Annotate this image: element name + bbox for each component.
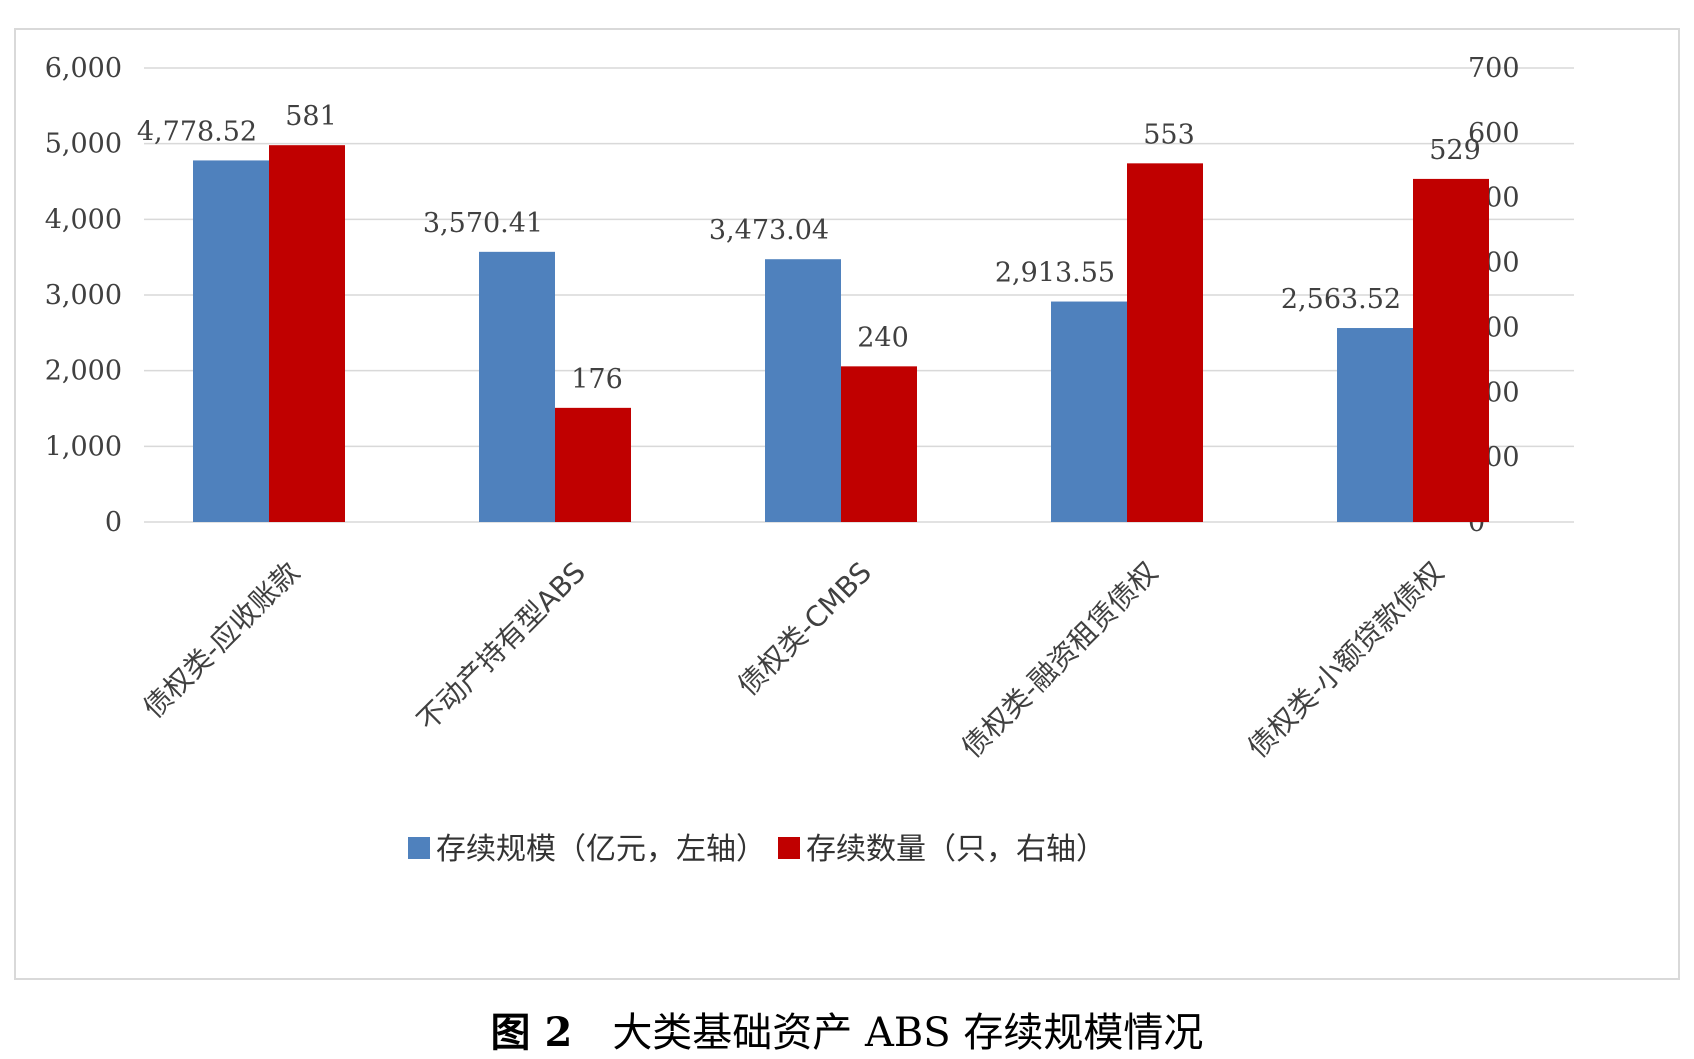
- y-left-tick-label: 4,000: [45, 204, 122, 235]
- category-label: 债权类-融资租赁债权: [955, 556, 1164, 765]
- y-left-tick-label: 1,000: [45, 431, 122, 462]
- y-left-tick-label: 3,000: [45, 280, 122, 311]
- y-left-tick-label: 0: [105, 507, 122, 538]
- bars: [193, 145, 1489, 523]
- legend: 存续规模（亿元，左轴） 存续数量（只，右轴）: [408, 832, 1106, 867]
- data-labels: 4,778.52 581 3,570.41 176 3,473.04 240 2,913.5…: [137, 101, 1481, 395]
- bar-scale: [193, 160, 269, 522]
- bar-scale: [479, 251, 555, 522]
- y-left-tick-label: 5,000: [45, 129, 122, 160]
- bar-count: [1413, 178, 1489, 523]
- legend-swatch-count: [778, 837, 800, 859]
- bar-count: [1127, 163, 1203, 522]
- data-label-scale: 4,778.52: [137, 116, 257, 147]
- y-left-tick-label: 2,000: [45, 356, 122, 387]
- bar-scale: [1337, 328, 1413, 522]
- legend-swatch-scale: [408, 837, 430, 859]
- bar-count: [841, 366, 917, 522]
- y-right-tick-label: 600: [1468, 118, 1520, 149]
- data-label-count: 240: [857, 322, 909, 353]
- bar-scale: [765, 259, 841, 522]
- data-label-scale: 3,570.41: [423, 208, 543, 239]
- x-axis-categories: 债权类-应收账款 不动产持有型ABS 债权类-CMBS 债权类-融资租赁债权 债权类-小…: [137, 556, 1450, 765]
- data-label-count: 553: [1143, 119, 1195, 150]
- bar-scale: [1051, 301, 1127, 522]
- y-right-tick-label: 700: [1468, 53, 1520, 84]
- category-label: 债权类-应收账款: [137, 556, 306, 725]
- legend-label-scale: 存续规模（亿元，左轴）: [436, 832, 766, 867]
- bar-count: [269, 145, 345, 522]
- data-label-count: 581: [285, 101, 337, 132]
- legend-label-count: 存续数量（只，右轴）: [806, 832, 1106, 867]
- data-label-scale: 2,913.55: [995, 258, 1115, 289]
- data-label-scale: 2,563.52: [1281, 284, 1401, 315]
- figure-number: 图 2: [490, 1009, 573, 1056]
- data-label-scale: 3,473.04: [709, 215, 829, 246]
- figure-caption: 图 2 大类基础资产 ABS 存续规模情况: [0, 1000, 1694, 1058]
- y-axis-left: 0 1,000 2,000 3,000 4,000 5,000 6,000: [45, 53, 122, 538]
- figure-title: 大类基础资产 ABS 存续规模情况: [612, 1010, 1204, 1056]
- category-label: 债权类-小额贷款债权: [1241, 556, 1450, 765]
- category-label: 不动产持有型ABS: [410, 556, 591, 737]
- data-label-count: 529: [1429, 135, 1481, 166]
- chart-frame: 0 1,000 2,000 3,000 4,000 5,000 6,000 0 100 200 3…: [14, 28, 1680, 980]
- category-label: 债权类-CMBS: [731, 556, 878, 703]
- y-left-tick-label: 6,000: [45, 53, 122, 84]
- bar-count: [555, 407, 631, 522]
- data-label-count: 176: [571, 364, 623, 395]
